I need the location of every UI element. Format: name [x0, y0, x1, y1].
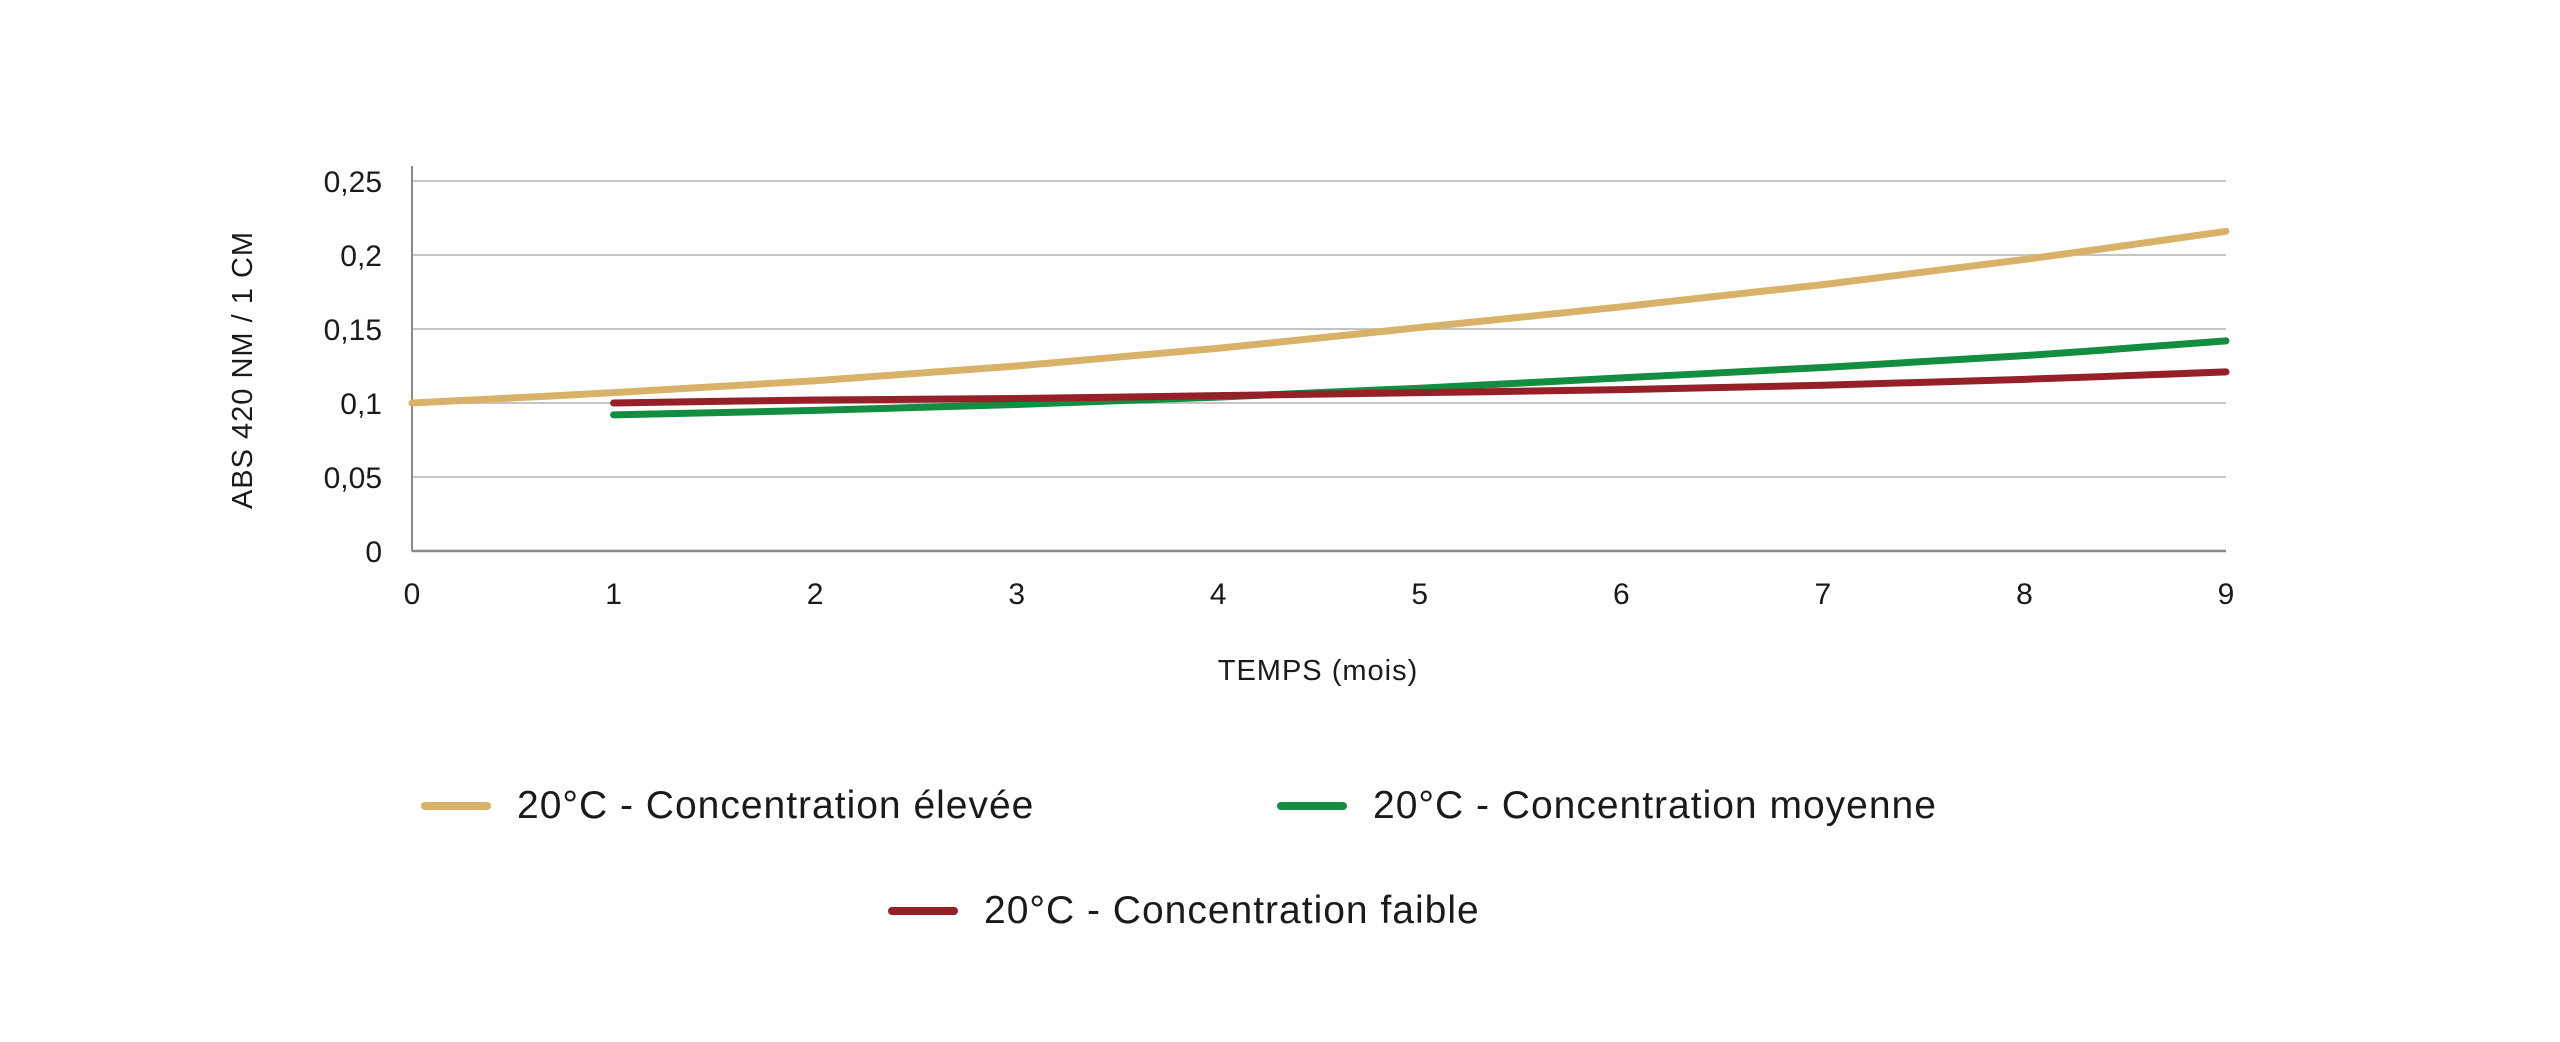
legend-label: 20°C - Concentration faible — [984, 889, 1480, 932]
legend-swatch — [888, 907, 958, 915]
x-tick-label: 3 — [1008, 578, 1025, 611]
y-axis-title: ABS 420 NM / 1 CM — [227, 231, 259, 509]
y-tick-label: 0,1 — [340, 388, 382, 421]
x-axis-title: TEMPS (mois) — [1218, 655, 1419, 687]
y-tick-label: 0,25 — [324, 166, 382, 199]
series-line — [610, 368, 2230, 407]
series-line — [610, 337, 2230, 419]
legend-swatch — [1277, 802, 1347, 810]
x-tick-label: 5 — [1411, 578, 1428, 611]
y-tick-label: 0,2 — [340, 240, 382, 273]
legend-label: 20°C - Concentration élevée — [517, 784, 1035, 827]
x-tick-label: 9 — [2218, 578, 2235, 611]
y-tick-label: 0,15 — [324, 314, 382, 347]
legend-item-elevee: 20°C - Concentration élevée — [421, 784, 1034, 828]
x-tick-label: 6 — [1613, 578, 1630, 611]
legend-item-faible: 20°C - Concentration faible — [888, 889, 1480, 933]
legend-swatch — [421, 802, 491, 810]
y-tick-label: 0 — [365, 536, 382, 569]
legend-item-moyenne: 20°C - Concentration moyenne — [1277, 784, 1937, 828]
x-tick-label: 0 — [404, 578, 421, 611]
series-line — [408, 227, 2230, 407]
x-tick-label: 1 — [605, 578, 622, 611]
x-tick-label: 7 — [1815, 578, 1832, 611]
x-tick-label: 8 — [2016, 578, 2033, 611]
legend-label: 20°C - Concentration moyenne — [1373, 784, 1937, 827]
x-tick-label: 2 — [807, 578, 824, 611]
x-tick-label: 4 — [1210, 578, 1227, 611]
y-tick-label: 0,05 — [324, 462, 382, 495]
